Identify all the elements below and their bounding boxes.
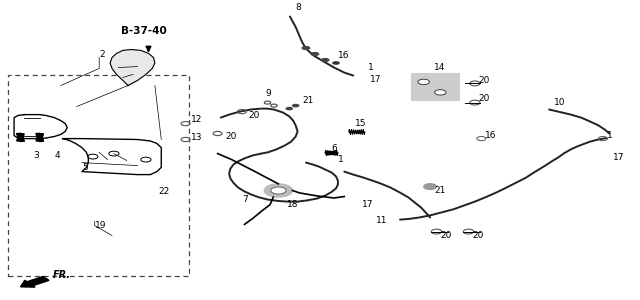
Text: 18: 18	[287, 200, 298, 209]
Text: 2: 2	[99, 50, 105, 58]
Text: 7: 7	[242, 195, 248, 204]
Text: 1: 1	[338, 155, 344, 164]
Text: 5: 5	[82, 164, 88, 172]
Circle shape	[418, 79, 429, 85]
Circle shape	[292, 104, 300, 107]
Text: FR.: FR.	[52, 269, 70, 280]
Circle shape	[264, 184, 292, 197]
Polygon shape	[110, 50, 155, 86]
Circle shape	[271, 187, 286, 194]
Text: 14: 14	[434, 63, 445, 72]
Text: 19: 19	[95, 220, 106, 230]
Text: 9: 9	[266, 88, 271, 98]
Text: 11: 11	[376, 216, 388, 225]
Text: 20: 20	[479, 76, 490, 85]
Text: B-37-40: B-37-40	[121, 26, 167, 36]
Text: 17: 17	[370, 75, 381, 84]
Text: 3: 3	[33, 152, 39, 160]
Text: 16: 16	[338, 51, 349, 60]
Text: 22: 22	[159, 188, 170, 196]
Text: 1: 1	[368, 63, 374, 72]
Text: 20: 20	[440, 231, 452, 240]
Text: 21: 21	[302, 96, 314, 105]
Circle shape	[310, 52, 319, 56]
Text: 17: 17	[613, 153, 625, 162]
Circle shape	[285, 107, 293, 110]
Text: 21: 21	[434, 186, 445, 195]
Text: 20: 20	[472, 231, 484, 240]
Text: 8: 8	[296, 3, 301, 12]
Text: 16: 16	[485, 131, 497, 140]
Circle shape	[321, 58, 330, 62]
FancyArrow shape	[20, 276, 49, 287]
Text: 4: 4	[54, 152, 60, 160]
Bar	[8, 75, 189, 276]
Text: 17: 17	[362, 200, 373, 209]
Circle shape	[301, 46, 310, 50]
Text: 6: 6	[332, 144, 337, 153]
Text: 13: 13	[191, 134, 202, 142]
Circle shape	[332, 61, 340, 65]
Text: 20: 20	[248, 111, 260, 120]
Text: 15: 15	[355, 119, 367, 128]
Circle shape	[435, 90, 446, 95]
Text: 20: 20	[225, 132, 237, 141]
Bar	[411, 73, 459, 100]
Text: 12: 12	[191, 116, 202, 124]
Circle shape	[424, 184, 436, 190]
Text: 10: 10	[554, 98, 565, 107]
Text: 20: 20	[479, 94, 490, 103]
Text: 1: 1	[607, 131, 612, 140]
